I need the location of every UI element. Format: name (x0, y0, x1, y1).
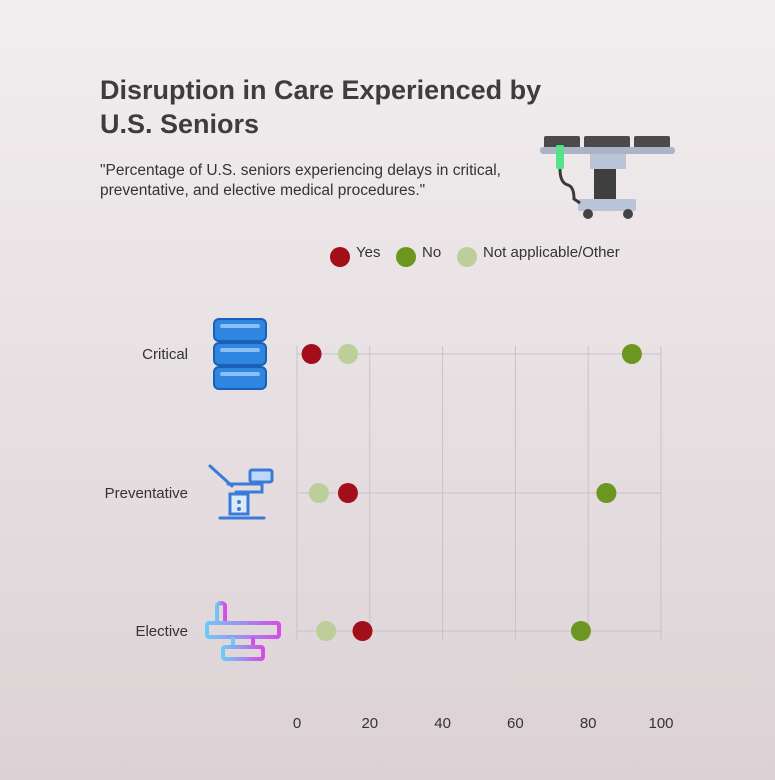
spine-icon (213, 318, 267, 390)
x-tick-label: 60 (507, 715, 524, 732)
data-point (316, 621, 337, 641)
legend-swatch-no (396, 247, 416, 267)
data-point (596, 483, 617, 503)
x-tick-label: 20 (361, 715, 378, 732)
legend-label-yes: Yes (356, 244, 381, 261)
chart-subtitle: "Percentage of U.S. seniors experiencing… (100, 162, 501, 199)
data-point (352, 621, 373, 641)
x-tick-label: 80 (580, 715, 597, 732)
data-point (621, 344, 642, 364)
category-label: Preventative (105, 485, 188, 502)
x-tick-label: 0 (293, 715, 301, 732)
legend-label-no: No (422, 244, 442, 261)
x-axis-ticks: 0 20 40 60 80 100 (293, 715, 674, 732)
legend-swatch-yes (330, 247, 350, 267)
data-point (308, 483, 329, 503)
data-points (301, 344, 642, 641)
x-tick-label: 40 (434, 715, 451, 732)
data-point (570, 621, 591, 641)
medical-chair-icon (208, 464, 274, 520)
operating-table-icon (540, 136, 675, 219)
legend-label-na: Not applicable/Other (483, 244, 620, 261)
category-label: Critical (142, 346, 188, 363)
surgical-table-icon (205, 601, 281, 661)
data-point (337, 344, 358, 364)
category-labels: Critical Preventative Elective (105, 346, 188, 640)
category-label: Elective (135, 623, 188, 640)
legend-swatch-na (457, 247, 477, 267)
data-point (337, 483, 358, 503)
chart-title: Disruption in Care Experienced by U.S. S… (100, 75, 542, 139)
data-point (301, 344, 322, 364)
x-tick-label: 100 (648, 715, 673, 732)
